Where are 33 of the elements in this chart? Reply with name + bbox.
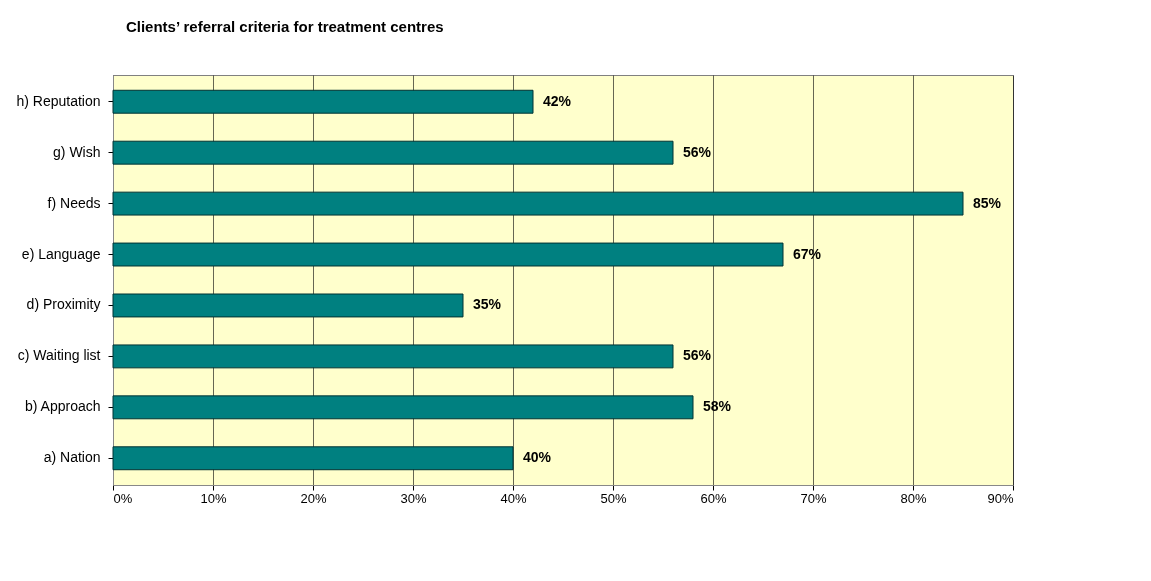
- x-tick-label: 0%: [113, 490, 133, 506]
- bar: [112, 191, 964, 216]
- data-label: 85%: [973, 194, 1002, 211]
- bar: [112, 446, 514, 471]
- bar: [112, 242, 784, 267]
- data-label: 42%: [543, 92, 572, 109]
- x-tick-label: 10%: [200, 490, 227, 506]
- data-label: 35%: [473, 296, 502, 313]
- bar: [112, 140, 674, 165]
- bar: [112, 344, 674, 369]
- x-tick-label: 80%: [900, 490, 927, 506]
- y-tick-label: f) Needs: [47, 194, 101, 211]
- y-tick-label: h) Reputation: [16, 92, 101, 109]
- x-tick-label: 40%: [500, 490, 527, 506]
- x-tick-label: 50%: [600, 490, 627, 506]
- x-tick-label: 60%: [700, 490, 727, 506]
- y-tick-label: c) Waiting list: [17, 347, 101, 364]
- data-label: 56%: [683, 347, 712, 364]
- bar: [112, 89, 534, 114]
- data-label: 40%: [523, 449, 552, 466]
- y-tick-label: b) Approach: [25, 398, 101, 415]
- x-tick-label: 20%: [300, 490, 327, 506]
- y-tick-label: e) Language: [21, 245, 101, 262]
- x-tick-label: 90%: [987, 490, 1014, 506]
- y-tick-label: d) Proximity: [26, 296, 101, 313]
- y-tick-label: g) Wish: [53, 143, 101, 160]
- chart-title: Clients’ referral criteria for treatment centres: [125, 18, 444, 35]
- bar: [112, 395, 694, 420]
- data-label: 56%: [683, 143, 712, 160]
- x-tick-label: 70%: [800, 490, 827, 506]
- y-tick-label: a) Nation: [43, 449, 101, 466]
- x-tick-label: 30%: [400, 490, 427, 506]
- bar: [112, 293, 464, 318]
